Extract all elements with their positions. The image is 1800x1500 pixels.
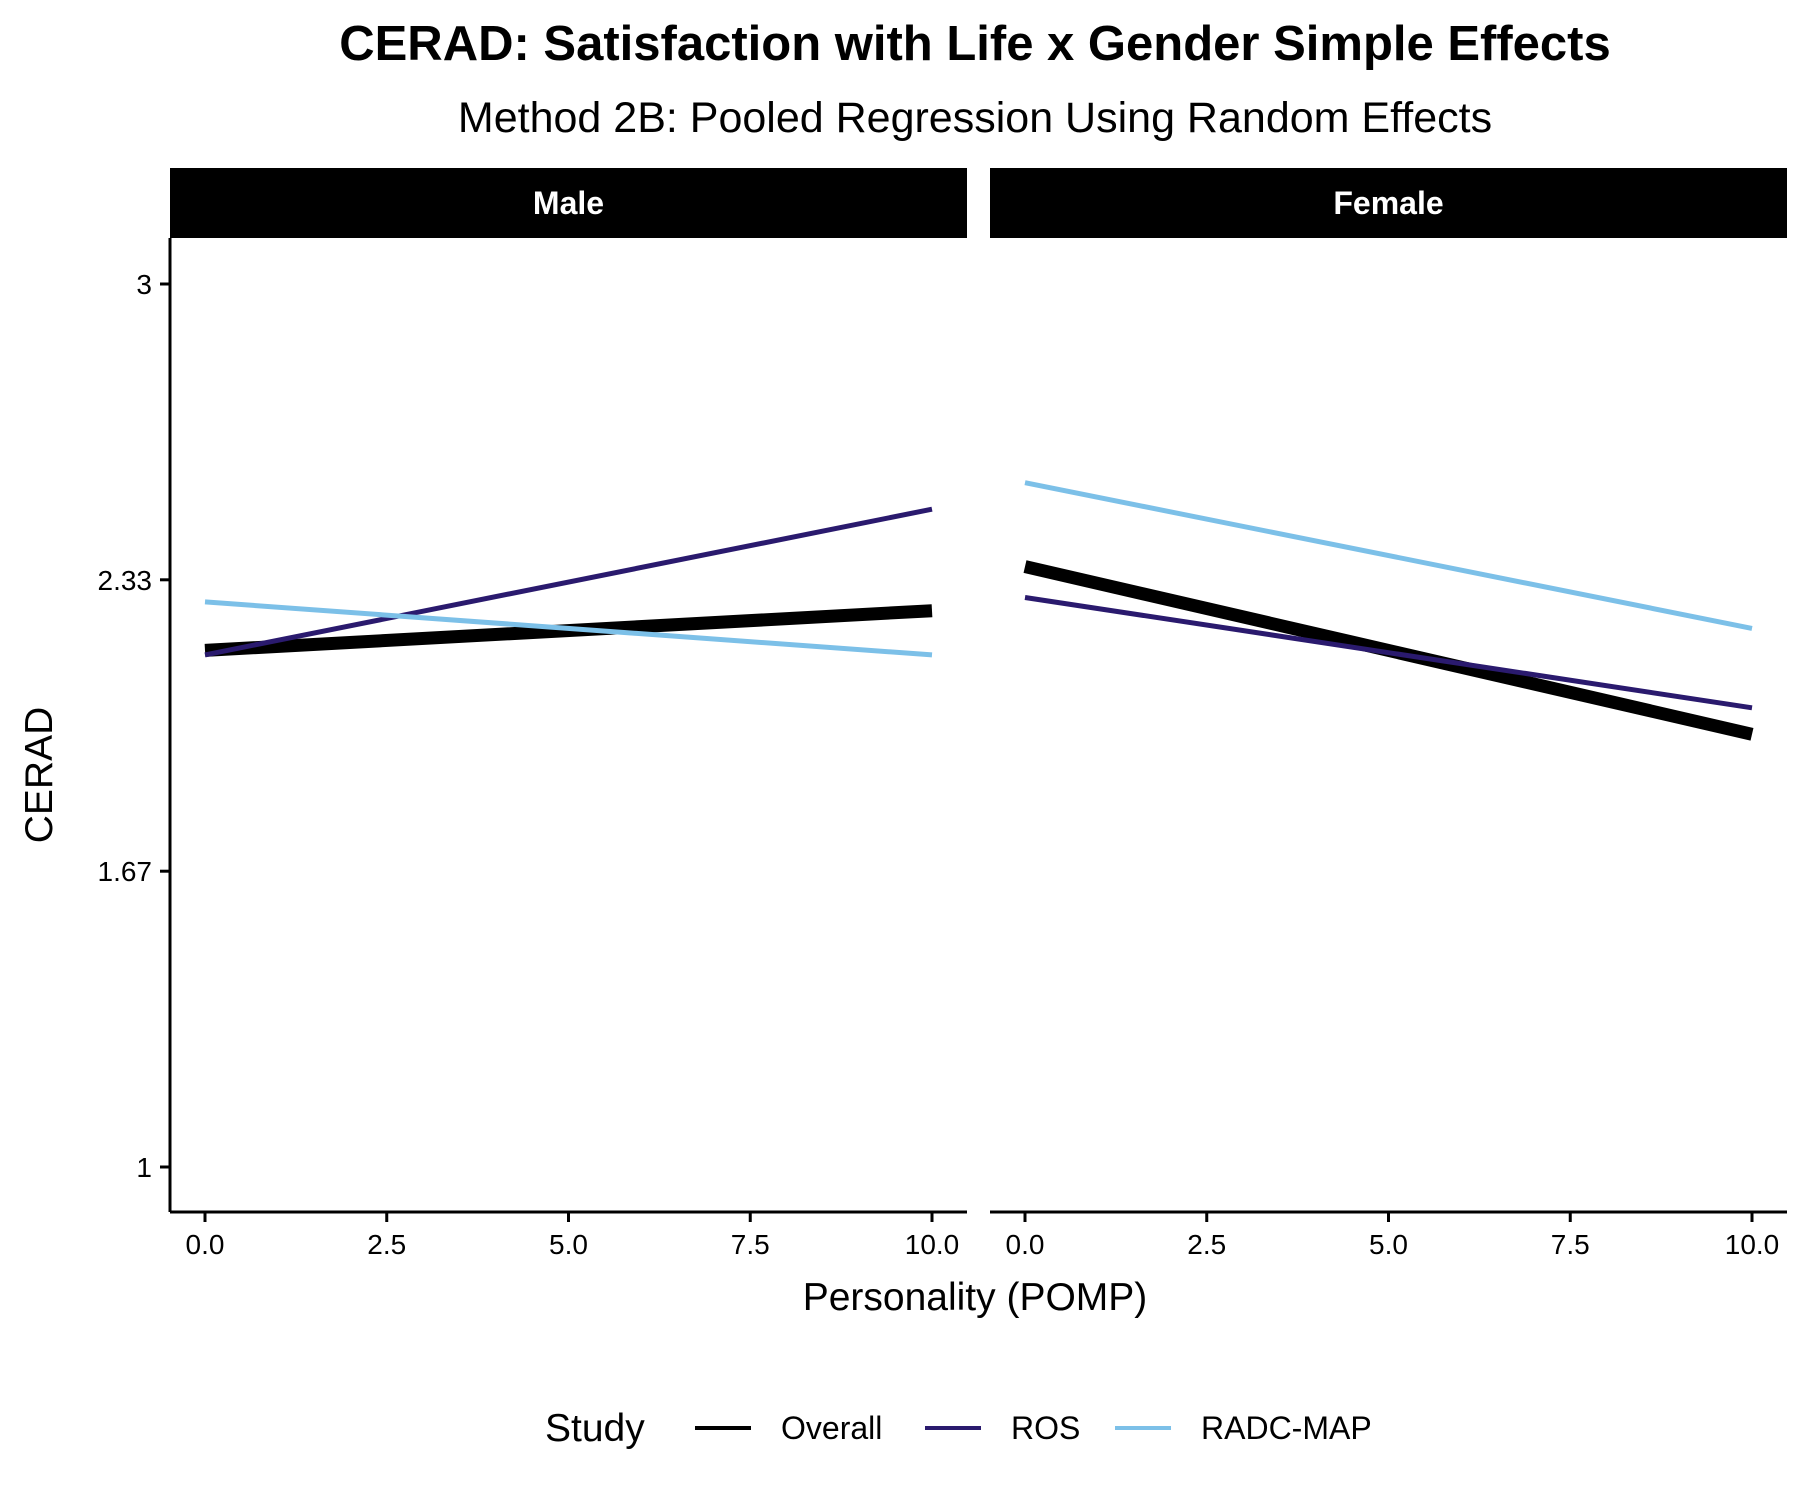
x-tick-label: 0.0 (1006, 1229, 1045, 1260)
x-tick-label: 7.5 (731, 1229, 770, 1260)
x-tick-label: 10.0 (905, 1229, 960, 1260)
legend-label: RADC-MAP (1201, 1410, 1372, 1446)
chart-title: CERAD: Satisfaction with Life x Gender S… (339, 17, 1611, 71)
strip-background (990, 168, 1787, 238)
y-axis: 1 1.67 2.33 3 (98, 238, 172, 1212)
series-line-ros (1024, 595, 1753, 711)
x-tick-label: 2.5 (367, 1229, 406, 1260)
y-tick-label: 2.33 (98, 565, 153, 596)
x-tick-label: 10.0 (1725, 1229, 1780, 1260)
series-line-radc-map (204, 599, 933, 658)
y-axis-title: CERAD (18, 707, 61, 844)
series-line-ros (204, 506, 933, 658)
legend-label: ROS (1011, 1410, 1080, 1446)
strip-label: Male (533, 185, 604, 221)
x-tick-label: 5.0 (1369, 1229, 1408, 1260)
x-tick-label: 0.0 (186, 1229, 225, 1260)
y-tick-label: 3 (136, 269, 152, 300)
x-tick-label: 7.5 (1551, 1229, 1590, 1260)
x-axis-title: Personality (POMP) (803, 1276, 1148, 1319)
panels-layer: Male 0.0 2.5 5.0 7.5 10.0 Female 0.0 2.5 5.0 7.5 10… (170, 168, 1787, 1260)
legend-title: Study (545, 1407, 645, 1450)
legend-label: Overall (781, 1410, 882, 1446)
chart-subtitle: Method 2B: Pooled Regression Using Rando… (458, 94, 1492, 142)
series-line-radc-map (1024, 480, 1753, 631)
x-tick-label: 5.0 (549, 1229, 588, 1260)
strip-background (170, 168, 967, 238)
panel-male: Male 0.0 2.5 5.0 7.5 10.0 (170, 168, 967, 1260)
x-tick-label: 2.5 (1187, 1229, 1226, 1260)
legend: Study Overall ROS RADC-MAP (545, 1407, 1372, 1450)
y-tick-label: 1 (136, 1152, 152, 1183)
y-tick-label: 1.67 (98, 856, 153, 887)
panel-female: Female 0.0 2.5 5.0 7.5 10.0 (990, 168, 1787, 1260)
strip-label: Female (1333, 185, 1443, 221)
